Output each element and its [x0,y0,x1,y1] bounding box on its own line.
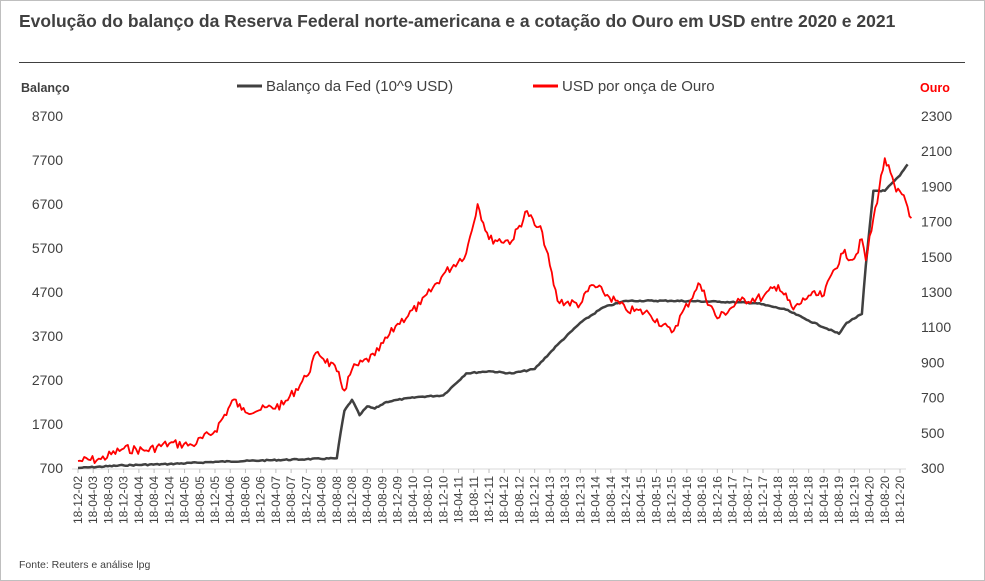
x-tick-label: 18-04-13 [543,476,557,524]
x-tick-label: 18-12-08 [345,476,359,524]
left-axis-title: Balanço [21,81,70,95]
x-tick-label: 18-12-12 [528,476,542,524]
x-tick-label: 18-08-09 [375,476,389,524]
x-tick-label: 18-08-06 [238,476,252,524]
x-tick-label: 18-12-10 [436,476,450,524]
x-tick-label: 18-04-05 [178,476,192,524]
x-tick-label: 18-12-18 [802,476,816,524]
x-tick-label: 18-08-08 [330,476,344,524]
x-tick-label: 18-12-02 [71,476,85,524]
x-axis: 18-12-02 18-04-03 18-08-03 18-12-03 18-04-04… [71,469,907,524]
legend-label-gold: USD por onça de Ouro [562,78,715,95]
right-tick-label: 500 [921,425,945,441]
x-tick-label: 18-04-06 [223,476,237,524]
x-tick-label: 18-04-11 [452,476,466,523]
left-tick-label: 8700 [32,108,63,124]
x-tick-label: 18-08-05 [193,476,207,524]
x-tick-label: 18-12-19 [847,476,861,524]
x-tick-label: 18-08-14 [604,476,618,524]
right-tick-label: 1700 [921,214,952,230]
left-tick-label: 7700 [32,152,63,168]
x-tick-label: 18-08-19 [832,476,846,524]
x-tick-label: 18-08-15 [649,476,663,524]
x-tick-label: 18-12-14 [619,476,633,524]
x-tick-label: 18-08-16 [695,476,709,524]
legend-label-fed: Balanço da Fed (10^9 USD) [266,78,453,95]
right-tick-label: 700 [921,390,945,406]
x-tick-label: 18-04-17 [726,476,740,524]
x-tick-label: 18-12-17 [756,476,770,524]
x-tick-label: 18-04-20 [863,476,877,524]
left-axis: 700 1700 2700 3700 4700 5700 6700 7700 8700 [32,108,63,476]
x-tick-label: 18-08-17 [741,476,755,524]
x-tick-label: 18-04-16 [680,476,694,524]
x-tick-label: 18-04-10 [406,476,420,524]
x-tick-label: 18-04-14 [589,476,603,524]
x-tick-label: 18-12-09 [391,476,405,524]
x-tick-label: 18-04-09 [360,476,374,524]
series-line-gold-price [77,157,913,464]
left-tick-label: 700 [40,460,64,476]
x-tick-label: 18-12-07 [299,476,313,524]
x-tick-label: 18-04-04 [132,476,146,524]
x-tick-label: 18-08-07 [284,476,298,524]
x-tick-label: 18-12-11 [482,476,496,523]
title-divider [19,62,965,63]
x-tick-label: 18-08-04 [147,476,161,524]
left-tick-label: 1700 [32,416,63,432]
left-tick-label: 5700 [32,240,63,256]
x-tick-label: 18-12-13 [573,476,587,524]
right-axis-title: Ouro [920,81,950,95]
x-tick-label: 18-04-07 [269,476,283,524]
x-tick-label: 18-08-10 [421,476,435,524]
x-tick-label: 18-04-03 [86,476,100,524]
x-tick-label: 18-04-19 [817,476,831,524]
series-line-fed-balance [77,163,909,470]
x-tick-label: 18-08-11 [467,476,481,523]
right-tick-label: 1500 [921,249,952,265]
x-tick-label: 18-08-20 [878,476,892,524]
x-tick-label: 18-12-03 [117,476,131,524]
x-tick-label: 18-08-03 [101,476,115,524]
left-tick-label: 3700 [32,328,63,344]
x-tick-label: 18-04-08 [315,476,329,524]
right-tick-label: 1900 [921,178,952,194]
x-tick-label: 18-08-18 [786,476,800,524]
left-tick-label: 4700 [32,284,63,300]
x-tick-label: 18-12-05 [208,476,222,524]
right-tick-label: 900 [921,354,945,370]
right-axis: 300 500 700 900 1100 1300 1500 1700 1900 2100 2300 [921,108,952,476]
right-tick-label: 1300 [921,284,952,300]
x-tick-label: 18-08-13 [558,476,572,524]
right-tick-label: 2100 [921,143,952,159]
x-tick-label: 18-12-06 [254,476,268,524]
right-tick-label: 300 [921,460,945,476]
left-tick-label: 2700 [32,372,63,388]
x-tick-label: 18-04-18 [771,476,785,524]
source-note: Fonte: Reuters e análise lpg [19,559,151,571]
x-tick-label: 18-04-15 [634,476,648,524]
x-tick-label: 18-08-12 [512,476,526,524]
legend: Balanço da Fed (10^9 USD) USD por onça d… [237,78,715,95]
x-tick-label: 18-12-15 [665,476,679,524]
left-tick-label: 6700 [32,196,63,212]
right-tick-label: 1100 [921,319,951,335]
x-tick-label: 18-04-12 [497,476,511,524]
x-tick-label: 18-12-04 [162,476,176,524]
x-tick-label: 18-12-16 [710,476,724,524]
chart-title: Evolução do balanço da Reserva Federal n… [19,11,896,31]
right-tick-label: 2300 [921,108,952,124]
x-tick-label: 18-12-20 [893,476,907,524]
